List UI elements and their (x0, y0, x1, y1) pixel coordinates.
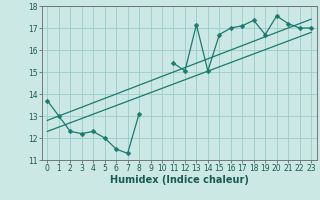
X-axis label: Humidex (Indice chaleur): Humidex (Indice chaleur) (110, 175, 249, 185)
